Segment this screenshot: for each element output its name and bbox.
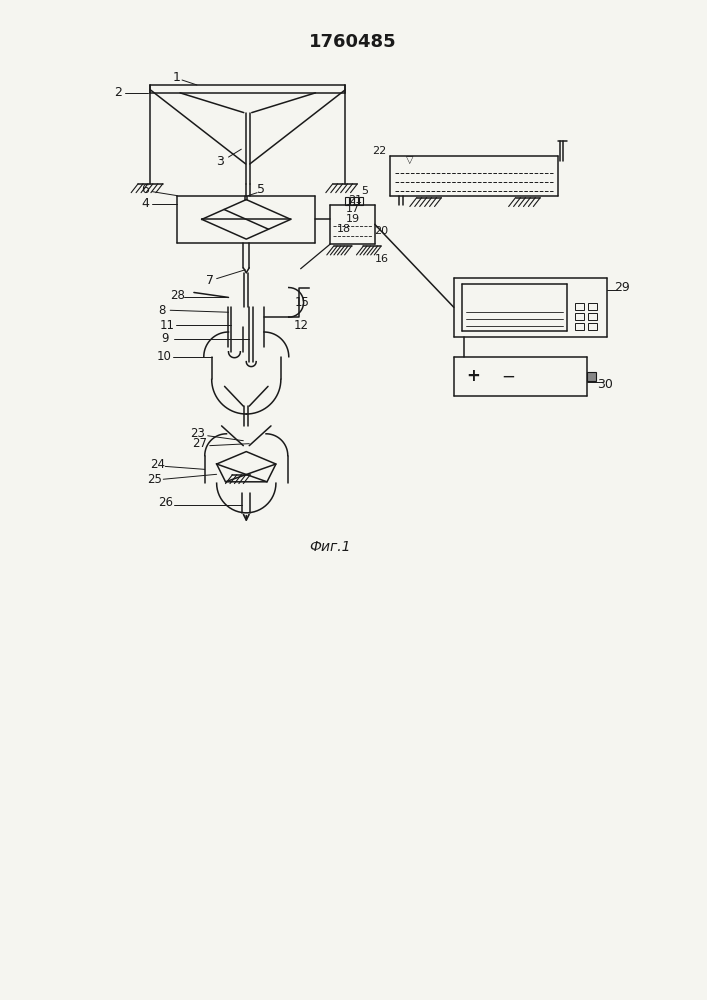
Bar <box>354 197 358 205</box>
Bar <box>575 303 584 310</box>
Text: 9: 9 <box>161 332 169 345</box>
Text: 19: 19 <box>346 214 360 224</box>
Text: 1760485: 1760485 <box>309 33 397 51</box>
Text: 5: 5 <box>361 186 368 196</box>
Text: 26: 26 <box>158 496 173 509</box>
Text: 23: 23 <box>190 427 205 440</box>
Text: 18: 18 <box>337 224 351 234</box>
Text: +: + <box>467 367 481 385</box>
Text: 29: 29 <box>614 281 630 294</box>
Bar <box>588 372 596 381</box>
Text: 1: 1 <box>173 71 181 84</box>
Text: 2: 2 <box>114 86 122 99</box>
Text: 8: 8 <box>158 304 166 317</box>
Bar <box>588 303 597 310</box>
Text: 5: 5 <box>257 183 265 196</box>
Bar <box>588 323 597 330</box>
Text: 20: 20 <box>375 226 389 236</box>
Text: 15: 15 <box>294 296 309 309</box>
Bar <box>349 197 354 205</box>
Text: 22: 22 <box>373 146 387 156</box>
Text: 3: 3 <box>216 155 223 168</box>
Text: −: − <box>501 367 515 385</box>
Text: 21: 21 <box>348 195 362 205</box>
Bar <box>575 323 584 330</box>
Text: 11: 11 <box>160 319 175 332</box>
Text: 16: 16 <box>375 254 389 264</box>
Text: ▽: ▽ <box>406 155 413 165</box>
Text: 28: 28 <box>170 289 185 302</box>
Bar <box>359 197 363 205</box>
Text: 25: 25 <box>147 473 162 486</box>
Text: 27: 27 <box>192 437 207 450</box>
Text: 24: 24 <box>150 458 165 471</box>
Text: 12: 12 <box>294 319 309 332</box>
Text: 6: 6 <box>141 183 149 196</box>
Text: 7: 7 <box>206 274 214 287</box>
Text: 30: 30 <box>597 378 613 391</box>
Text: 10: 10 <box>157 350 172 363</box>
Text: 17: 17 <box>346 204 360 214</box>
Text: Фиг.1: Фиг.1 <box>310 540 351 554</box>
Bar <box>588 313 597 320</box>
Bar <box>344 197 349 205</box>
Bar <box>575 313 584 320</box>
Text: 4: 4 <box>141 197 149 210</box>
